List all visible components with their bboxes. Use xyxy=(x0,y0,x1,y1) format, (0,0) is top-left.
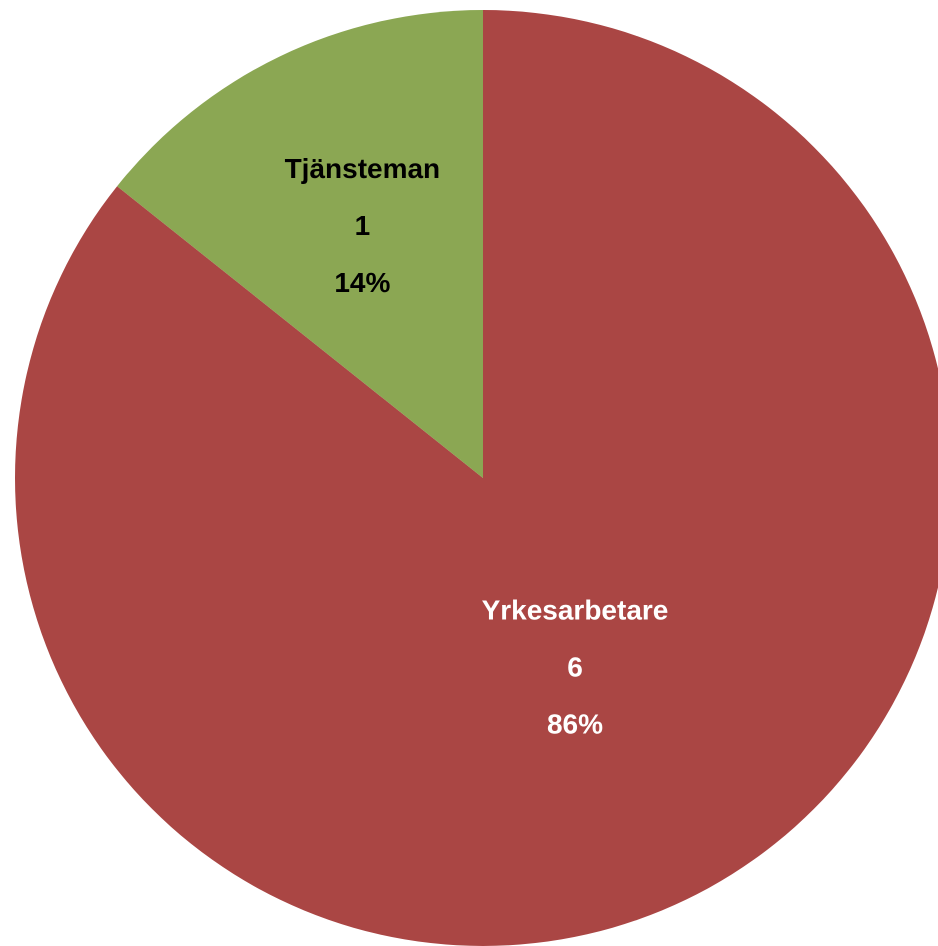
pie-slice xyxy=(15,10,938,946)
slice-label-name: Yrkesarbetare xyxy=(482,594,669,625)
pie-slice xyxy=(117,10,483,478)
slice-label-value: 6 xyxy=(567,651,583,682)
slice-label-percent: 14% xyxy=(334,267,390,298)
slice-label-value: 1 xyxy=(355,210,371,241)
slice-label-name: Tjänsteman xyxy=(285,153,441,184)
slice-label-percent: 86% xyxy=(547,708,603,739)
